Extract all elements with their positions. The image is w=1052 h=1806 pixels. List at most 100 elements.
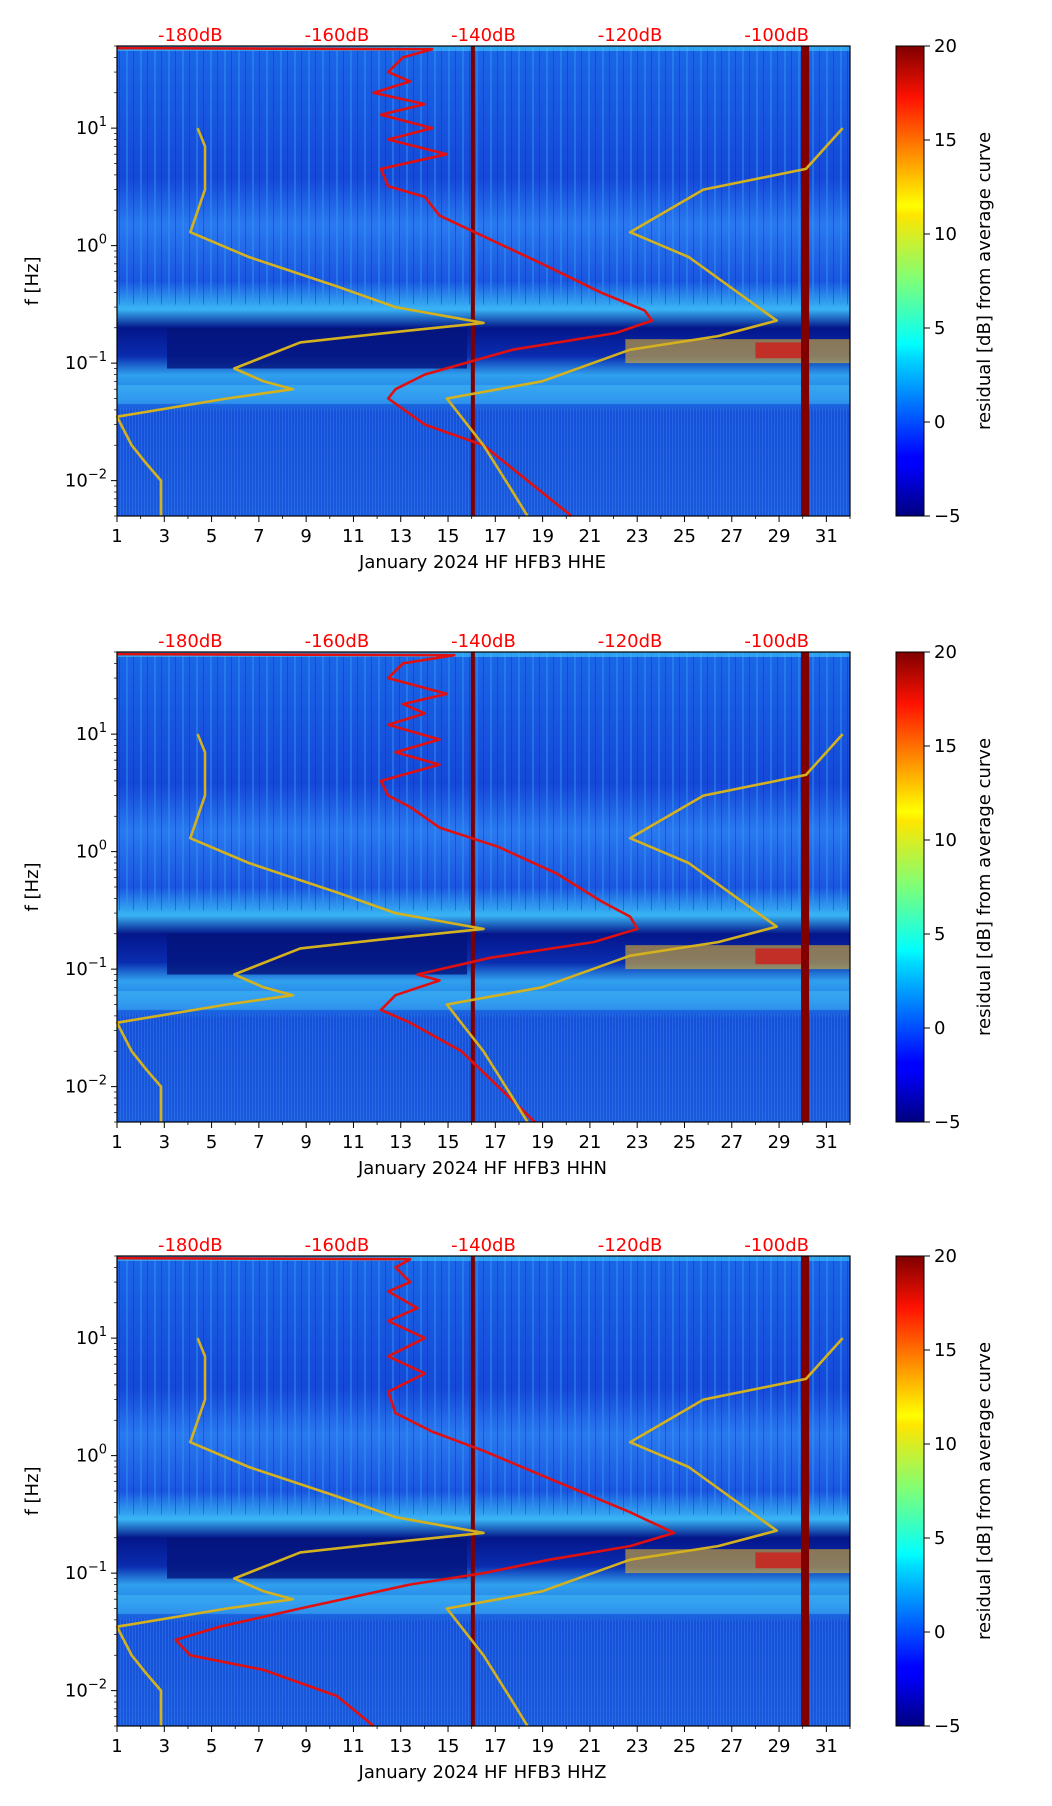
x-tick-label: 1 <box>111 526 122 547</box>
x-tick-label: 11 <box>342 526 365 547</box>
y-tick-label: 10−2 <box>65 468 107 492</box>
x-tick-label: 3 <box>159 526 170 547</box>
y-tick-label: 10−1 <box>65 956 107 980</box>
y-tick-label: 101 <box>76 721 107 745</box>
x-tick-label: 19 <box>531 1132 554 1153</box>
high-noise-band <box>625 1549 850 1574</box>
db-scale-label: -100dB <box>744 631 809 652</box>
x-tick-label: 29 <box>768 1736 791 1757</box>
colorbar-tick-label: 20 <box>934 642 957 663</box>
spectrogram-streaks <box>117 46 850 305</box>
x-axis-title: January 2024 HF HFB3 HHE <box>358 552 606 573</box>
db-scale-label: -120dB <box>598 25 663 46</box>
y-axis-title: f [Hz] <box>22 1466 43 1515</box>
x-tick-label: 25 <box>673 526 696 547</box>
x-tick-label: 9 <box>300 526 311 547</box>
x-tick-label: 31 <box>815 1736 838 1757</box>
db-scale-label: -180dB <box>158 1235 223 1256</box>
series-line-1 <box>116 1256 676 1728</box>
spectrogram-low-band <box>117 1013 850 1122</box>
x-tick-label: 13 <box>389 1132 412 1153</box>
high-noise-patch <box>755 342 803 359</box>
high-noise-band <box>625 945 850 970</box>
spectrogram-low-band <box>117 407 850 516</box>
colorbar-tick-label: 0 <box>934 412 945 433</box>
y-tick-label: 10−1 <box>65 1560 107 1584</box>
colorbar-title: residual [dB] from average curve <box>974 132 995 430</box>
spectrogram-streaks <box>117 1256 850 1515</box>
y-axis-title: f [Hz] <box>22 862 43 911</box>
panel-3: 1 3 5 7 9 11 13 15 17 19 21 23 25 27 29 3110−210−110010… <box>22 1235 995 1783</box>
data-gap-bar <box>801 1256 810 1726</box>
secondary-band <box>117 385 850 404</box>
db-scale-label: -160dB <box>305 25 370 46</box>
low-noise-region <box>167 933 467 975</box>
db-scale-label: -120dB <box>598 1235 663 1256</box>
spectrogram-streaks <box>117 652 850 911</box>
x-axis-title: January 2024 HF HFB3 HHZ <box>358 1762 607 1783</box>
x-tick-label: 31 <box>815 526 838 547</box>
colorbar-tick-label: −5 <box>934 1112 961 1133</box>
db-scale-label: -140dB <box>451 631 516 652</box>
colorbar-tick-label: 5 <box>934 1528 945 1549</box>
top-strip <box>117 1256 850 1261</box>
y-tick-label: 10−2 <box>65 1678 107 1702</box>
high-noise-band <box>625 339 850 364</box>
colorbar-tick-label: −5 <box>934 1716 961 1737</box>
x-tick-label: 27 <box>720 1132 743 1153</box>
series-line-3 <box>445 1337 844 1727</box>
colorbar-tick-label: 0 <box>934 1622 945 1643</box>
x-tick-label: 27 <box>720 526 743 547</box>
x-tick-label: 5 <box>206 1736 217 1757</box>
colorbar-tick-label: 20 <box>934 1246 957 1267</box>
x-tick-label: 13 <box>389 1736 412 1757</box>
data-gap-line <box>470 1256 475 1726</box>
colorbar-tick-label: 10 <box>934 1434 957 1455</box>
data-gap-bar <box>801 46 810 516</box>
series-line-3 <box>445 733 844 1123</box>
colorbar-tick-label: −5 <box>934 506 961 527</box>
colorbar-tick-label: 5 <box>934 318 945 339</box>
x-tick-label: 21 <box>578 1736 601 1757</box>
x-tick-label: 7 <box>253 1132 264 1153</box>
low-noise-region <box>167 327 467 369</box>
db-scale-label: -140dB <box>451 1235 516 1256</box>
panel-1: 1 3 5 7 9 11 13 15 17 19 21 23 25 27 29 3110−210−110010… <box>22 25 995 573</box>
x-tick-label: 9 <box>300 1736 311 1757</box>
x-tick-label: 3 <box>159 1132 170 1153</box>
x-tick-label: 13 <box>389 526 412 547</box>
colorbar-tick-label: 15 <box>934 130 957 151</box>
data-gap-bar <box>801 652 810 1122</box>
colorbar-tick-label: 10 <box>934 224 957 245</box>
y-tick-label: 100 <box>76 1443 107 1467</box>
x-tick-label: 11 <box>342 1736 365 1757</box>
x-tick-label: 1 <box>111 1736 122 1757</box>
high-noise-patch <box>755 1552 803 1569</box>
series-line-3 <box>445 127 844 517</box>
top-strip <box>117 46 850 51</box>
db-scale-label: -100dB <box>744 1235 809 1256</box>
series-line-2 <box>115 1337 485 1726</box>
series-line-1 <box>116 652 639 1123</box>
x-tick-label: 9 <box>300 1132 311 1153</box>
x-tick-label: 21 <box>578 1132 601 1153</box>
x-tick-label: 29 <box>768 1132 791 1153</box>
x-tick-label: 17 <box>484 526 507 547</box>
y-tick-label: 101 <box>76 1325 107 1349</box>
colorbar-tick-label: 15 <box>934 736 957 757</box>
series-line-2 <box>115 733 485 1122</box>
x-tick-label: 25 <box>673 1132 696 1153</box>
secondary-band <box>117 991 850 1010</box>
x-tick-label: 19 <box>531 526 554 547</box>
secondary-band <box>117 1595 850 1614</box>
colorbar <box>895 1255 925 1727</box>
db-scale-label: -160dB <box>305 1235 370 1256</box>
y-tick-label: 100 <box>76 839 107 863</box>
colorbar <box>895 45 925 517</box>
colorbar-tick-label: 15 <box>934 1340 957 1361</box>
data-gap-line <box>470 46 475 516</box>
db-scale-label: -100dB <box>744 25 809 46</box>
colorbar-title: residual [dB] from average curve <box>974 1342 995 1640</box>
colorbar-tick-label: 0 <box>934 1018 945 1039</box>
